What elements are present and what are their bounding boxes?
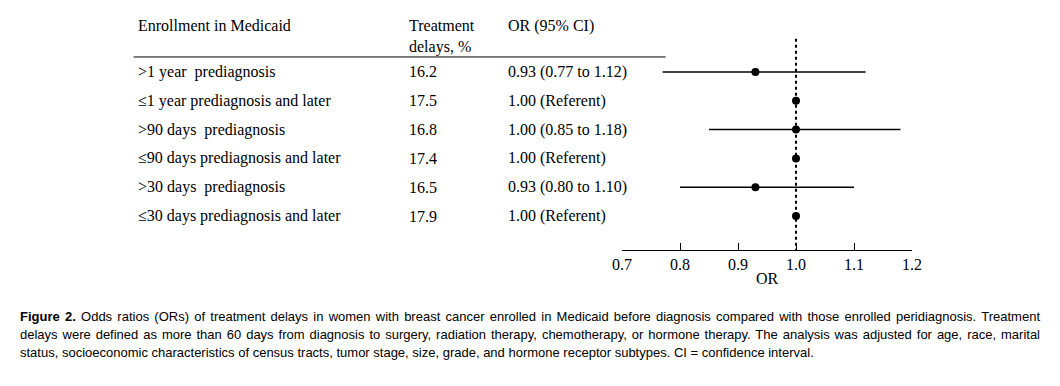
- svg-text:>1 year prediagnosis: >1 year prediagnosis: [138, 63, 275, 81]
- svg-text:≤30 days prediagnosis and late: ≤30 days prediagnosis and later: [138, 207, 341, 225]
- svg-text:16.2: 16.2: [409, 63, 437, 80]
- svg-text:0.9: 0.9: [728, 256, 748, 273]
- svg-text:16.8: 16.8: [409, 121, 437, 138]
- svg-text:0.8: 0.8: [670, 256, 690, 273]
- svg-text:≤1 year prediagnosis and later: ≤1 year prediagnosis and later: [138, 92, 331, 110]
- svg-text:16.5: 16.5: [409, 179, 437, 196]
- svg-text:Enrollment in Medicaid: Enrollment in Medicaid: [138, 17, 291, 34]
- svg-text:0.93 (0.80 to 1.10): 0.93 (0.80 to 1.10): [508, 178, 627, 196]
- svg-text:17.9: 17.9: [409, 208, 437, 225]
- svg-text:17.4: 17.4: [409, 150, 437, 167]
- svg-text:0.7: 0.7: [612, 256, 632, 273]
- svg-text:Treatmentdelays, %: Treatmentdelays, %: [409, 17, 475, 56]
- svg-text:OR (95% CI): OR (95% CI): [508, 17, 594, 35]
- svg-text:1.00 (Referent): 1.00 (Referent): [508, 92, 606, 110]
- svg-text:1.00 (0.85 to 1.18): 1.00 (0.85 to 1.18): [508, 121, 627, 139]
- svg-text:≤90 days prediagnosis and late: ≤90 days prediagnosis and later: [138, 149, 341, 167]
- svg-text:1.00 (Referent): 1.00 (Referent): [508, 207, 606, 225]
- svg-text:1.0: 1.0: [786, 256, 806, 273]
- svg-text:>90 days prediagnosis: >90 days prediagnosis: [138, 121, 285, 139]
- svg-text:>30 days prediagnosis: >30 days prediagnosis: [138, 178, 285, 196]
- html-text:Figure 2. Odds ratios (ORs) of: Figure 2. Odds ratios (ORs) of treatment…: [20, 309, 1040, 360]
- svg-text:0.93 (0.77 to 1.12): 0.93 (0.77 to 1.12): [508, 63, 627, 81]
- svg-text:1.00 (Referent): 1.00 (Referent): [508, 149, 606, 167]
- svg-text:1.1: 1.1: [844, 256, 864, 273]
- svg-text:1.2: 1.2: [902, 256, 922, 273]
- svg-text:OR: OR: [756, 270, 779, 287]
- svg-text:17.5: 17.5: [409, 92, 437, 109]
